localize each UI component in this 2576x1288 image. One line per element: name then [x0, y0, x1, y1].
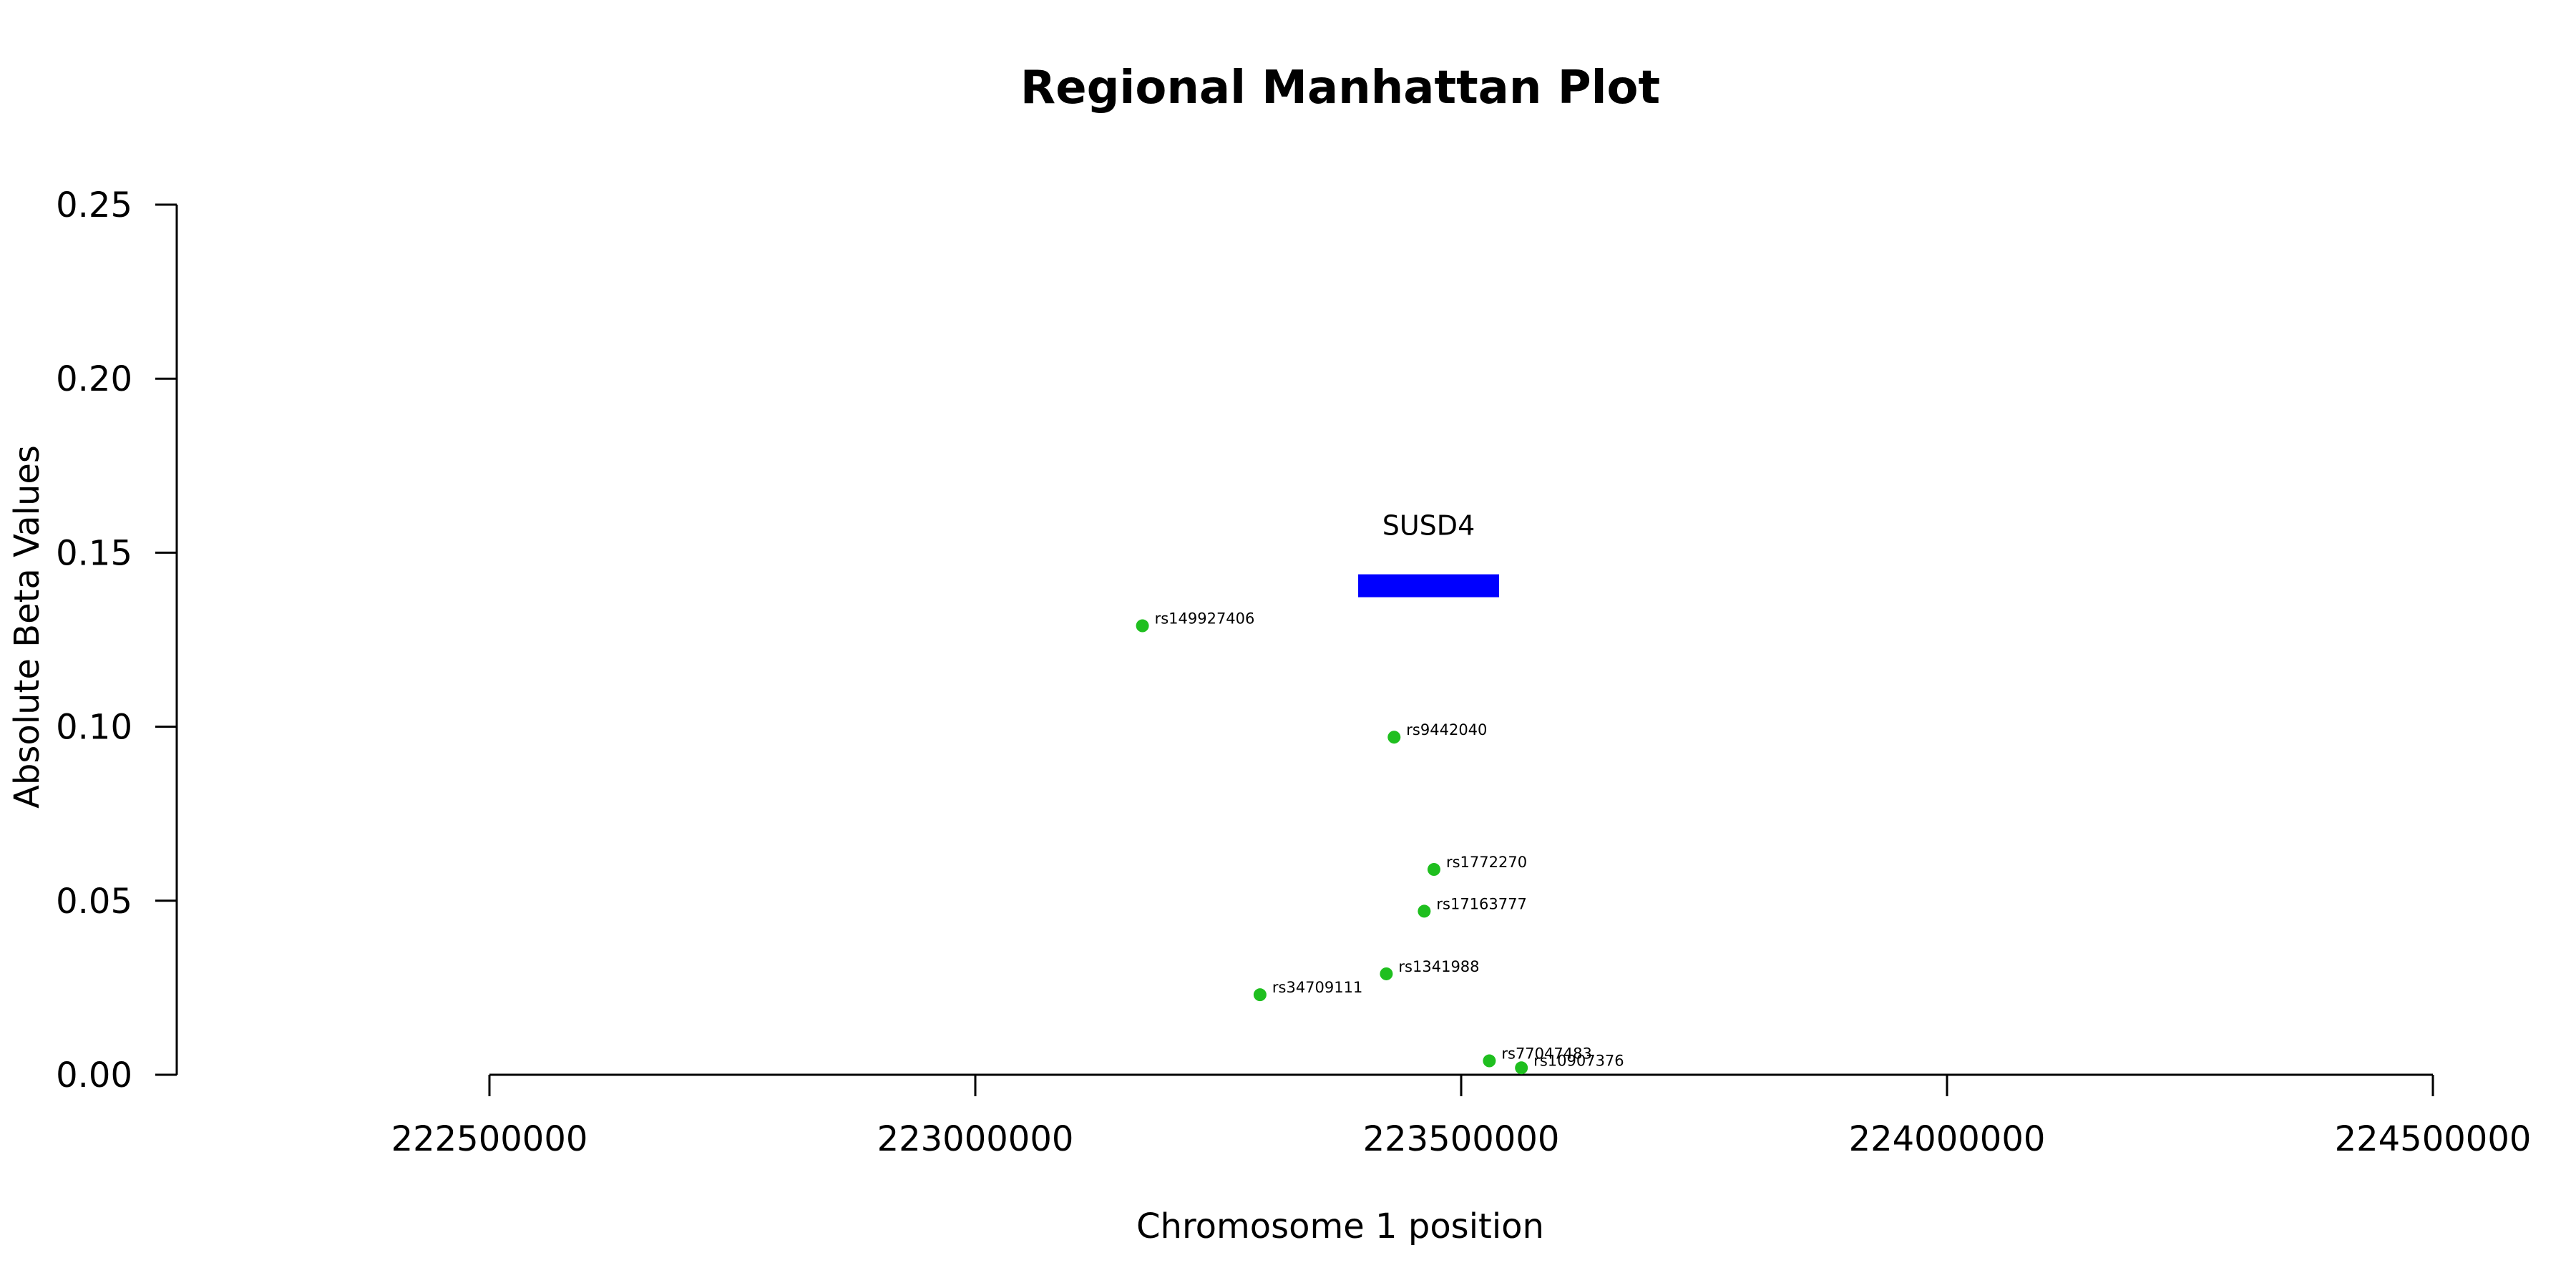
snp-point — [1515, 1061, 1528, 1075]
snp-label: rs1772270 — [1446, 854, 1527, 871]
snp-label: rs10907376 — [1533, 1052, 1624, 1069]
x-tick-label: 223000000 — [877, 1119, 1074, 1159]
y-tick-label: 0.25 — [56, 185, 132, 225]
snp-point — [1380, 967, 1393, 980]
snp-point — [1136, 619, 1149, 633]
y-tick-label: 0.05 — [56, 882, 132, 922]
x-axis: 222500000 223000000 223500000 224000000 2245… — [391, 1073, 2532, 1159]
snp-point — [1387, 731, 1401, 744]
snp-point — [1253, 988, 1267, 1002]
x-tick-label: 223500000 — [1363, 1119, 1560, 1159]
snp-point — [1418, 904, 1431, 918]
snp-label: rs1341988 — [1398, 958, 1479, 975]
y-tick-label: 0.15 — [56, 533, 132, 573]
y-tick-label: 0.20 — [56, 359, 132, 399]
snp-point — [1427, 863, 1440, 877]
snp-label: rs9442040 — [1406, 721, 1487, 738]
gene-bar — [1358, 574, 1499, 597]
gene-track: SUSD4 — [1358, 510, 1499, 597]
x-tick-label: 222500000 — [391, 1119, 588, 1159]
snp-points: rs149927406 rs9442040 rs1772270 rs17163777 r… — [1136, 610, 1624, 1075]
snp-label: rs34709111 — [1272, 979, 1362, 996]
y-tick-label: 0.10 — [56, 708, 132, 748]
x-tick-label: 224500000 — [2335, 1119, 2532, 1159]
y-tick-label: 0.00 — [56, 1055, 132, 1096]
x-axis-label: Chromosome 1 position — [1136, 1206, 1544, 1246]
snp-label: rs149927406 — [1155, 610, 1255, 628]
chart-title: Regional Manhattan Plot — [1020, 62, 1660, 114]
snp-label: rs17163777 — [1436, 895, 1526, 912]
y-axis-label: Absolute Beta Values — [7, 445, 47, 809]
y-axis: 0.00 0.05 0.10 0.15 0.20 0.25 — [56, 185, 178, 1096]
x-tick-label: 224000000 — [1849, 1119, 2046, 1159]
snp-point — [1483, 1054, 1496, 1068]
snp-label: rs77047483 — [1501, 1045, 1591, 1063]
gene-label: SUSD4 — [1382, 510, 1475, 542]
